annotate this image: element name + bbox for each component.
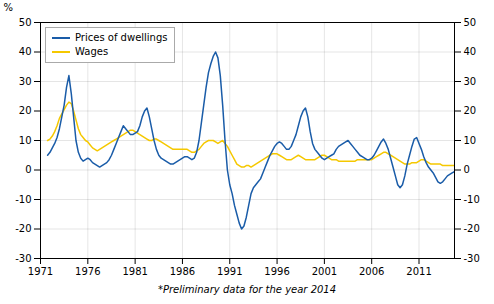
svg-text:40: 40: [19, 46, 32, 57]
svg-text:50: 50: [464, 17, 477, 28]
svg-text:2001: 2001: [312, 266, 337, 277]
svg-text:10: 10: [19, 135, 32, 146]
svg-text:-30: -30: [15, 253, 31, 264]
svg-text:30: 30: [464, 76, 477, 87]
svg-text:1991: 1991: [217, 266, 242, 277]
svg-text:-20: -20: [464, 223, 480, 234]
svg-text:2006: 2006: [359, 266, 384, 277]
html-text:Prices of dwellings: Prices of dwellings: [75, 32, 168, 43]
svg-text:0: 0: [25, 164, 31, 175]
svg-text:1986: 1986: [170, 266, 195, 277]
svg-text:%: %: [4, 2, 14, 13]
svg-text:20: 20: [464, 105, 477, 116]
svg-text:-10: -10: [464, 194, 480, 205]
html-text:Wages: Wages: [75, 46, 109, 57]
svg-text:10: 10: [464, 135, 477, 146]
svg-text:1996: 1996: [264, 266, 289, 277]
html-text:*Preliminary data for the year: *Preliminary data for the year 2014: [157, 284, 337, 295]
svg-text:2011: 2011: [406, 266, 431, 277]
svg-text:-20: -20: [15, 223, 31, 234]
svg-text:1976: 1976: [75, 266, 100, 277]
svg-text:30: 30: [19, 76, 32, 87]
svg-text:-10: -10: [15, 194, 31, 205]
svg-text:1981: 1981: [122, 266, 147, 277]
svg-text:20: 20: [19, 105, 32, 116]
svg-text:0: 0: [464, 164, 470, 175]
svg-text:1971: 1971: [28, 266, 53, 277]
svg-text:-30: -30: [464, 253, 480, 264]
svg-text:50: 50: [19, 17, 32, 28]
svg-text:40: 40: [464, 46, 477, 57]
